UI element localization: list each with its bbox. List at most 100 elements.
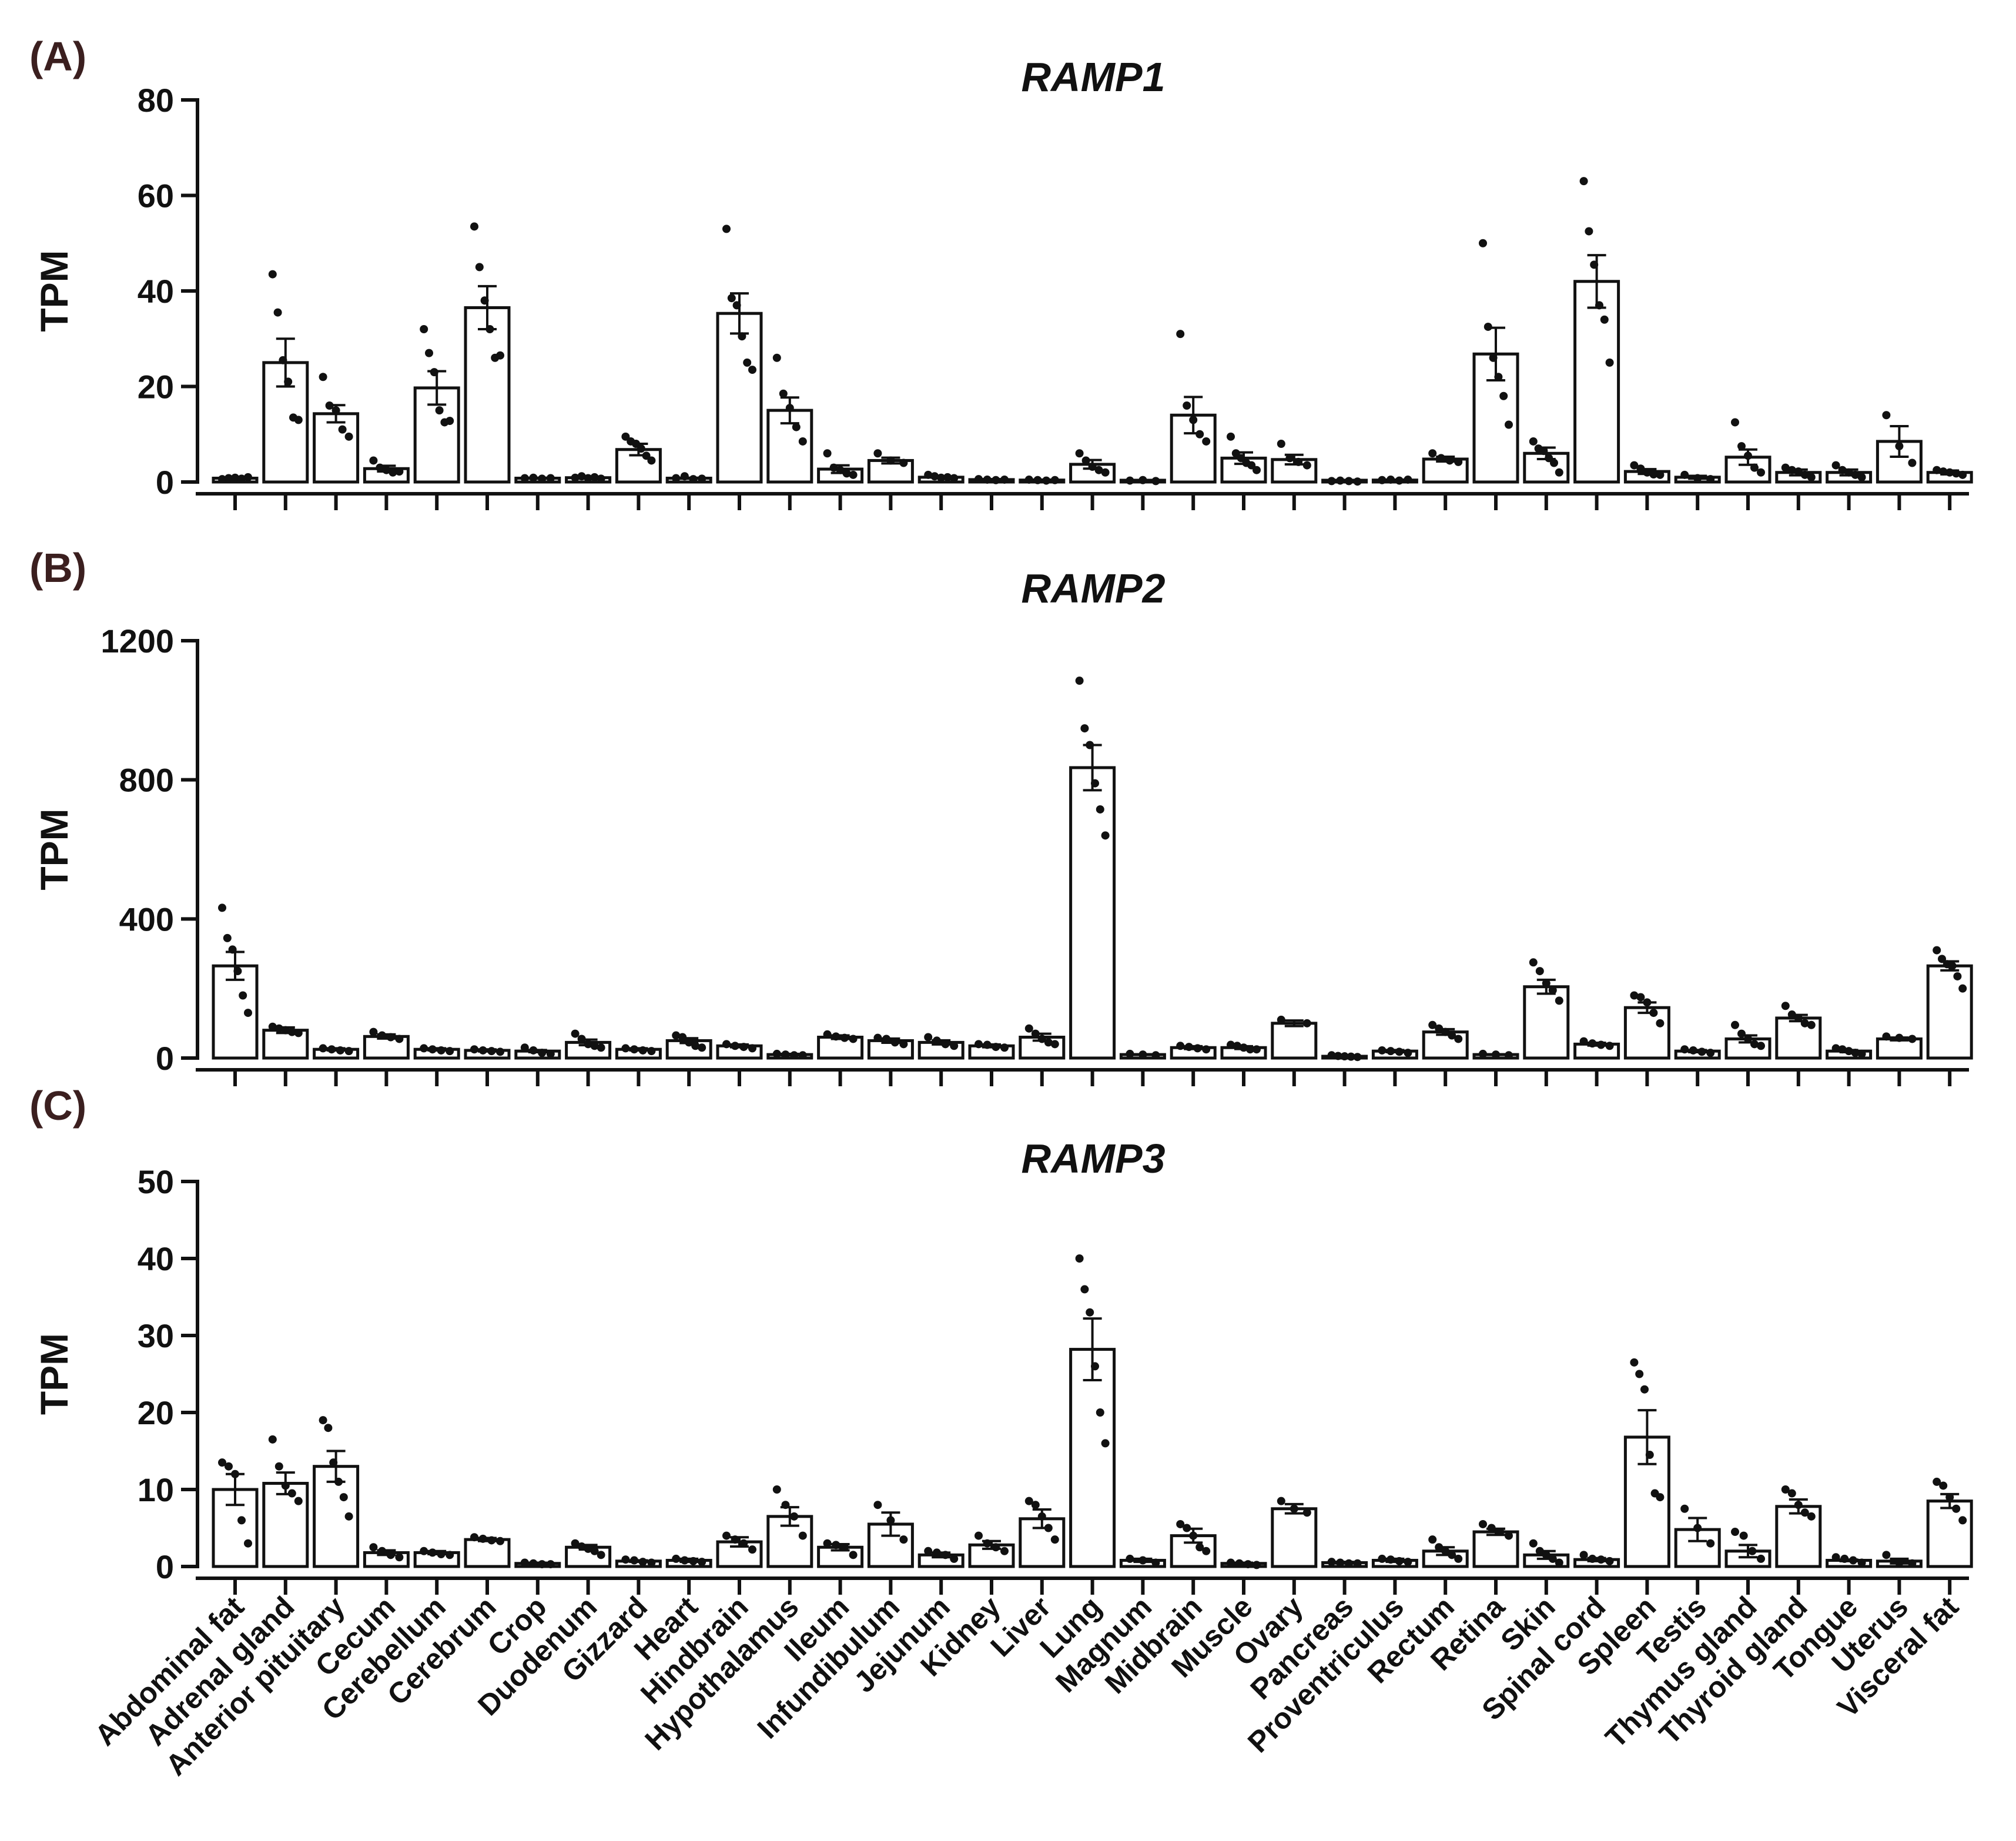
data-point bbox=[1579, 177, 1588, 186]
data-point bbox=[1378, 1554, 1387, 1563]
data-point bbox=[496, 1047, 504, 1056]
data-point bbox=[386, 1033, 395, 1042]
y-tick-label: 80 bbox=[138, 82, 174, 119]
data-point bbox=[1588, 1039, 1597, 1048]
data-point bbox=[577, 1035, 586, 1043]
data-point bbox=[446, 417, 454, 425]
data-point bbox=[1794, 1013, 1803, 1022]
data-point bbox=[930, 472, 939, 481]
data-point bbox=[1454, 1035, 1463, 1043]
data-point bbox=[331, 406, 340, 415]
data-point bbox=[1096, 805, 1104, 814]
data-point bbox=[1176, 1042, 1185, 1050]
data-point bbox=[218, 475, 226, 484]
y-tick-label: 40 bbox=[138, 273, 174, 310]
data-point bbox=[1933, 946, 1941, 955]
data-point bbox=[1189, 416, 1198, 424]
data-point bbox=[1807, 1020, 1816, 1029]
data-point bbox=[1277, 440, 1285, 448]
data-point bbox=[538, 1560, 547, 1569]
data-point bbox=[324, 1424, 333, 1432]
data-point bbox=[1195, 430, 1204, 439]
data-point bbox=[480, 296, 489, 305]
data-point bbox=[772, 353, 781, 362]
data-point bbox=[1081, 456, 1090, 465]
data-point bbox=[294, 1497, 303, 1505]
data-point bbox=[1807, 1512, 1816, 1521]
data-point bbox=[274, 1024, 283, 1033]
data-point bbox=[395, 467, 404, 476]
data-point bbox=[395, 1553, 404, 1562]
data-point bbox=[1387, 1555, 1395, 1564]
data-point bbox=[672, 474, 681, 483]
panel-label: (A) bbox=[29, 34, 86, 79]
data-point bbox=[691, 1042, 700, 1050]
data-point bbox=[1948, 962, 1957, 970]
data-point bbox=[1024, 1024, 1033, 1033]
data-point bbox=[1138, 476, 1147, 484]
data-point bbox=[1494, 373, 1503, 381]
data-point bbox=[1101, 831, 1110, 840]
y-tick-label: 50 bbox=[138, 1163, 174, 1200]
data-point bbox=[1656, 470, 1665, 479]
data-point bbox=[1908, 458, 1917, 467]
data-point bbox=[268, 1022, 277, 1031]
data-point bbox=[1395, 476, 1404, 485]
data-point bbox=[1555, 996, 1563, 1005]
data-point bbox=[974, 1040, 983, 1049]
data-point bbox=[584, 1544, 592, 1553]
data-point bbox=[798, 1531, 807, 1540]
data-point bbox=[1479, 239, 1487, 247]
data-point bbox=[571, 1029, 580, 1038]
y-axis-label: TPM bbox=[32, 250, 76, 332]
data-point bbox=[546, 1049, 555, 1058]
data-point bbox=[1193, 1044, 1202, 1053]
data-point bbox=[1630, 461, 1639, 470]
data-point bbox=[389, 468, 397, 477]
data-point bbox=[218, 903, 226, 912]
bar-cerebrum bbox=[464, 306, 511, 484]
data-point bbox=[1050, 1535, 1059, 1544]
chart-title: RAMP3 bbox=[1021, 1136, 1165, 1181]
data-point bbox=[1844, 1047, 1853, 1056]
data-point bbox=[1277, 1497, 1285, 1505]
data-point bbox=[378, 1031, 387, 1040]
data-point bbox=[1831, 1553, 1840, 1562]
data-point bbox=[1404, 475, 1412, 484]
data-point bbox=[273, 308, 282, 317]
data-point bbox=[1327, 1051, 1336, 1060]
data-point bbox=[1848, 1556, 1857, 1565]
data-point bbox=[1787, 1010, 1796, 1019]
data-point bbox=[685, 1038, 694, 1047]
data-point bbox=[376, 463, 384, 472]
data-point bbox=[1227, 1040, 1235, 1049]
data-point bbox=[1151, 477, 1160, 486]
data-point bbox=[1033, 476, 1042, 484]
data-point bbox=[1253, 466, 1261, 474]
data-point bbox=[1202, 437, 1211, 446]
data-point bbox=[1838, 1045, 1847, 1054]
data-point bbox=[1302, 1019, 1311, 1027]
data-point bbox=[722, 1040, 731, 1049]
data-point bbox=[621, 1044, 630, 1053]
data-point bbox=[1908, 1035, 1917, 1043]
data-point bbox=[1939, 467, 1948, 476]
bar-thyroid-gland bbox=[1775, 1505, 1822, 1568]
data-point bbox=[738, 332, 746, 341]
data-point bbox=[1739, 1531, 1748, 1540]
bar-spinal-cord bbox=[1573, 280, 1620, 484]
data-point bbox=[327, 1045, 336, 1054]
data-point bbox=[1636, 464, 1645, 473]
data-point bbox=[823, 449, 832, 458]
data-point bbox=[781, 1501, 790, 1509]
data-point bbox=[1327, 1558, 1336, 1566]
data-point bbox=[621, 432, 630, 441]
data-point bbox=[590, 473, 599, 481]
data-point bbox=[823, 1539, 832, 1548]
data-point bbox=[520, 1558, 529, 1567]
data-point bbox=[1640, 1385, 1649, 1394]
data-point bbox=[1680, 470, 1689, 479]
data-point bbox=[1697, 1047, 1706, 1056]
data-point bbox=[1630, 1358, 1639, 1367]
data-point bbox=[1744, 1035, 1752, 1043]
